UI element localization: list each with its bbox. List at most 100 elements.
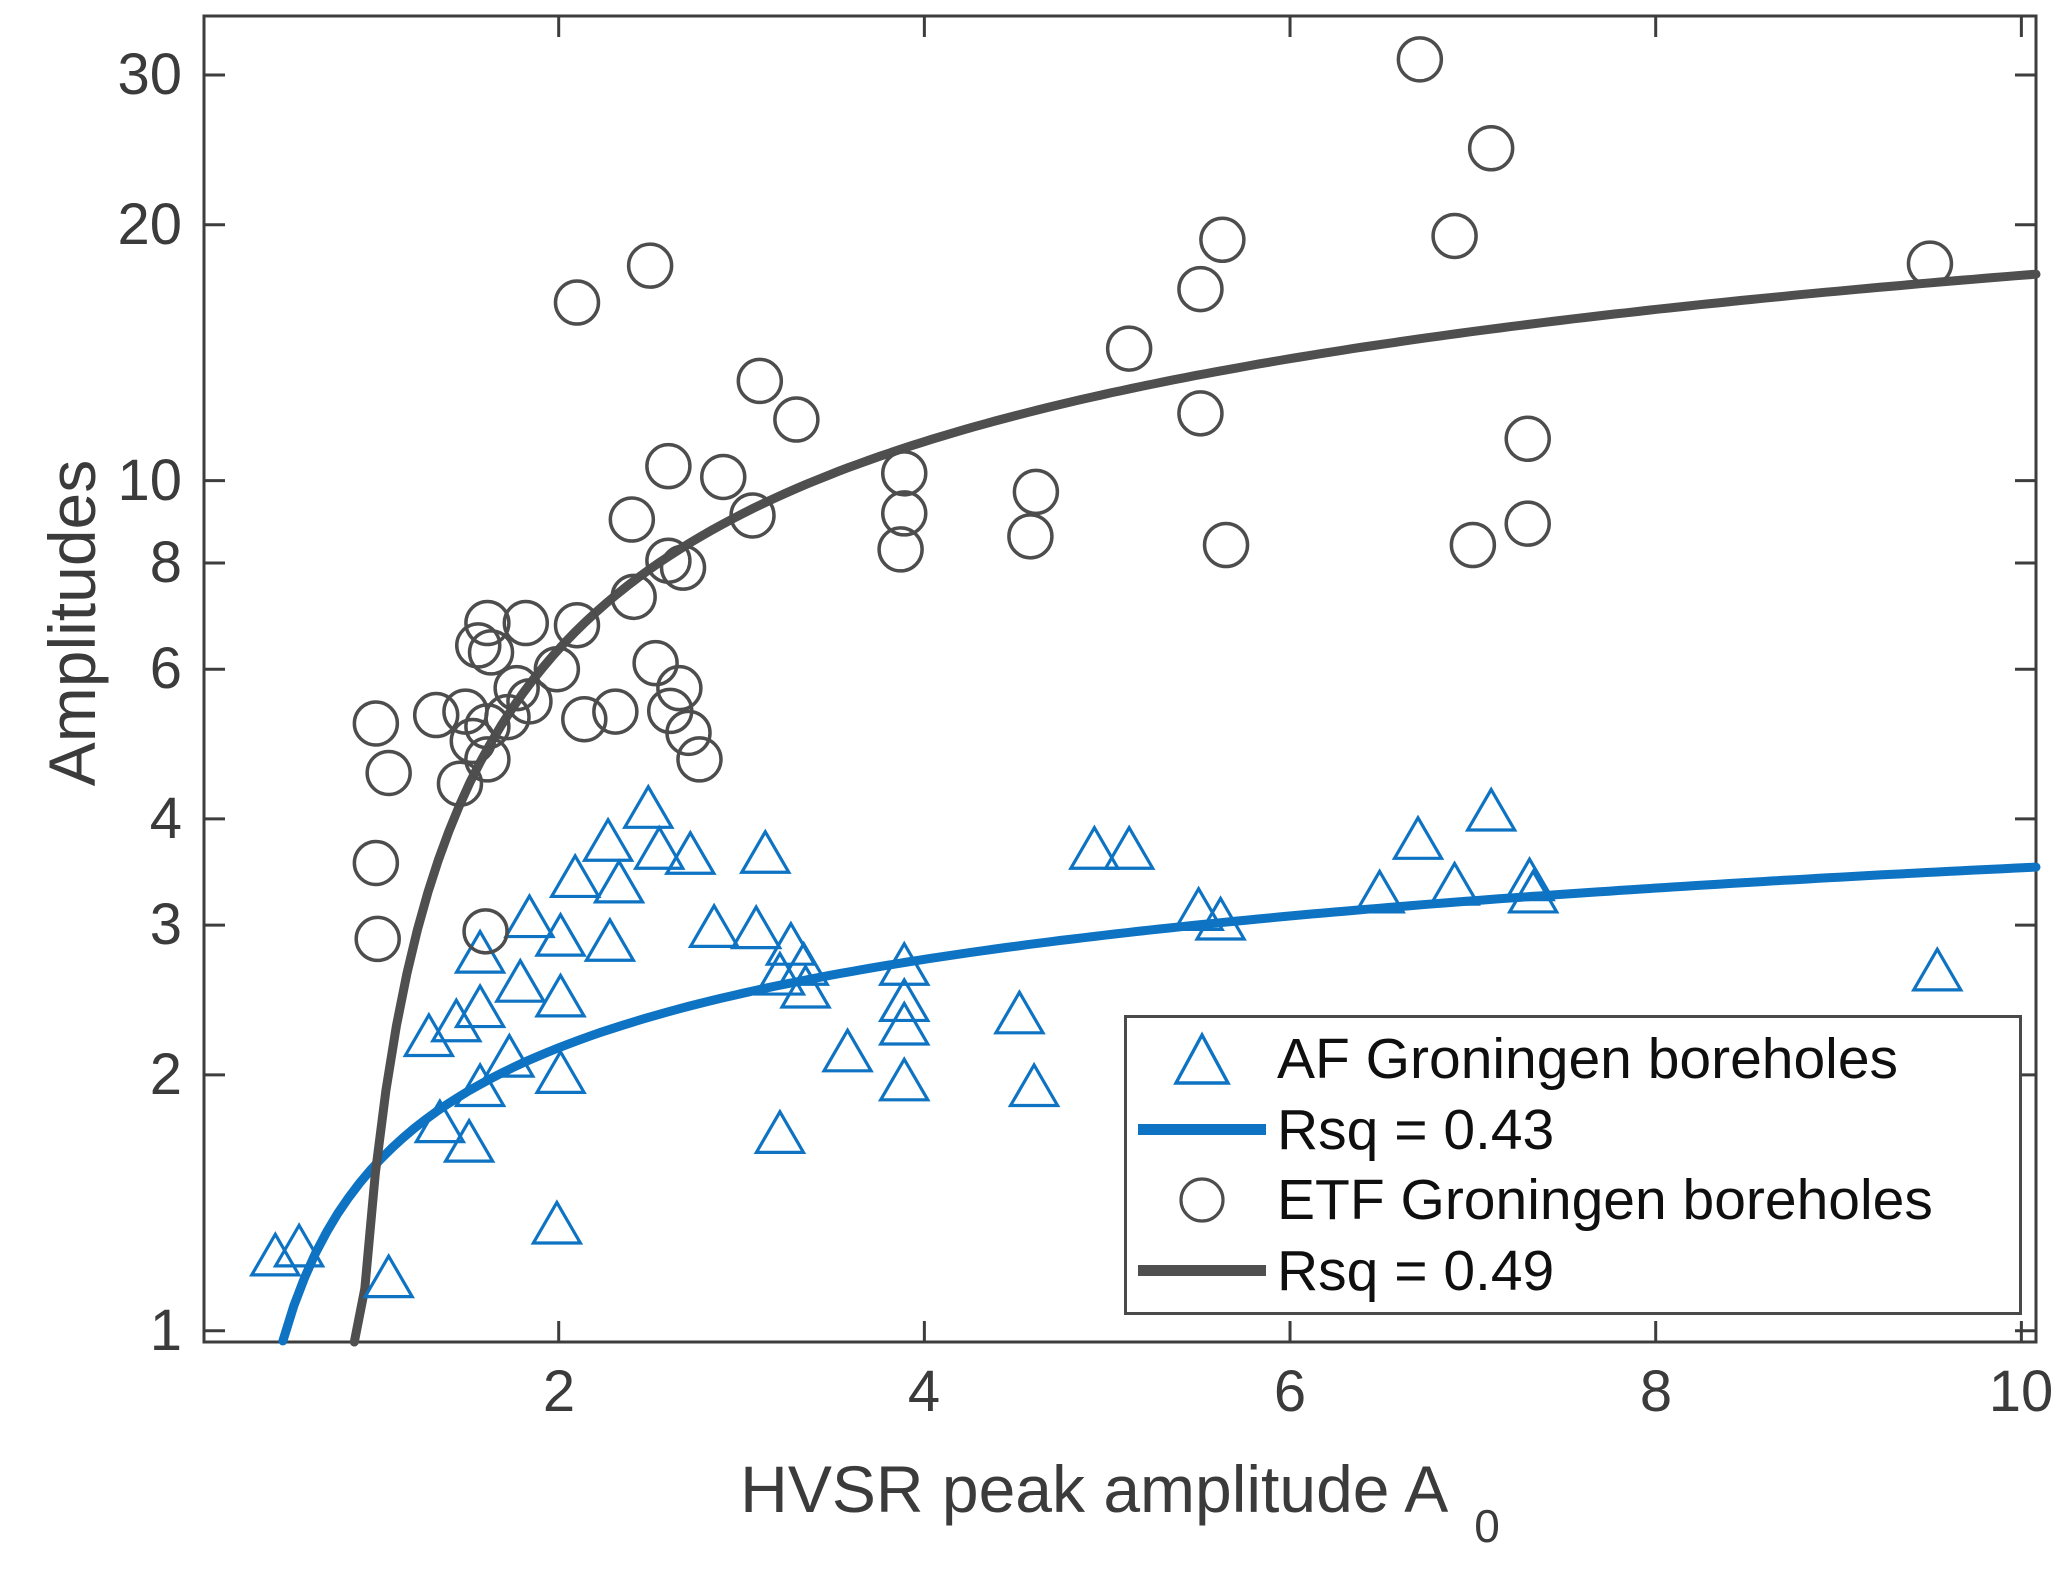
scatter-point-etf — [592, 688, 639, 735]
legend-item-af-fit: Rsq = 0.43 — [1127, 1095, 2019, 1165]
scatter-point-etf — [881, 450, 928, 497]
scatter-point-af — [503, 892, 556, 939]
scatter-point-etf — [659, 544, 707, 591]
gray-line-icon — [1127, 1265, 1277, 1277]
scatter-point-af — [877, 1056, 931, 1102]
y-tick-label: 10 — [117, 448, 182, 513]
scatter-point-etf — [412, 691, 460, 739]
x-tick-label: 2 — [542, 1359, 576, 1424]
scatter-point-af — [1391, 814, 1445, 860]
y-tick-label: 1 — [149, 1298, 182, 1363]
scatter-point-af — [583, 916, 637, 962]
scatter-point-af — [453, 982, 507, 1029]
scatter-point-af — [413, 1097, 467, 1144]
scatter-point-af — [1503, 856, 1556, 902]
y-tick-label: 8 — [149, 530, 182, 595]
x-tick-label: 10 — [1988, 1359, 2054, 1424]
scatter-point-etf — [1467, 125, 1515, 172]
x-axis-title-text: HVSR peak amplitude A — [740, 1452, 1449, 1526]
x-tick-label: 4 — [907, 1359, 941, 1424]
scatter-point-etf — [502, 599, 550, 647]
scatter-point-etf — [656, 664, 703, 712]
y-tick-label: 6 — [149, 636, 182, 701]
scatter-point-etf — [1396, 36, 1444, 83]
scatter-point-etf — [729, 492, 776, 539]
scatter-point-etf — [553, 279, 601, 326]
scatter-point-etf — [462, 908, 509, 955]
scatter-point-etf — [676, 736, 723, 783]
scatter-point-etf — [1007, 513, 1054, 560]
scatter-point-etf — [699, 453, 747, 501]
scatter-point-af — [1506, 868, 1560, 914]
scatter-point-etf — [626, 242, 674, 289]
scatter-point-af — [592, 858, 646, 904]
scatter-point-etf — [1504, 415, 1551, 463]
scatter-point-af — [1172, 885, 1225, 931]
scatter-point-etf — [1199, 216, 1246, 264]
scatter-point-af — [779, 963, 832, 1009]
scatter-point-af — [632, 824, 686, 870]
scatter-point-af — [1007, 1061, 1061, 1108]
scatter-point-etf — [533, 645, 581, 693]
triangle-marker-icon — [1127, 1030, 1277, 1088]
scatter-point-etf — [665, 709, 712, 757]
legend: AF Groningen boreholes Rsq = 0.43 ETF Gr… — [1124, 1015, 2022, 1315]
fit-curve-etf — [349, 269, 2041, 1347]
scatter-point-etf — [464, 736, 511, 783]
scatter-point-af — [534, 972, 587, 1018]
scatter-point-etf — [877, 526, 924, 573]
plot-border — [202, 14, 2038, 1344]
scatter-point-etf — [365, 749, 412, 797]
scatter-point-etf — [553, 601, 601, 649]
scatter-point-etf — [1012, 468, 1060, 516]
scatter-point-af — [664, 829, 717, 875]
scatter-point-etf — [467, 629, 515, 676]
scatter-point-af — [534, 1048, 587, 1094]
scatter-point-af — [581, 816, 635, 862]
scatter-point-etf — [881, 490, 928, 537]
scatter-point-af — [753, 950, 807, 996]
scatter-point-af — [1428, 860, 1481, 906]
y-tick-label: 3 — [149, 892, 182, 957]
legend-label-rsq-af: Rsq = 0.43 — [1277, 1097, 1555, 1162]
scatter-point-af — [402, 1011, 456, 1058]
scatter-point-etf — [1177, 390, 1224, 437]
scatter-point-etf — [352, 700, 400, 747]
scatter-point-etf — [1906, 240, 1954, 287]
scatter-point-af — [494, 957, 547, 1003]
x-axis-title: HVSR peak amplitude A 0 — [204, 1452, 2036, 1563]
scatter-point-af — [442, 1117, 496, 1163]
scatter-point-etf — [352, 839, 400, 887]
scatter-point-etf — [1202, 521, 1250, 569]
scatter-point-etf — [736, 357, 784, 405]
scatter-point-af — [687, 902, 741, 948]
scatter-point-etf — [610, 573, 657, 621]
scatter-point-af — [993, 989, 1046, 1035]
y-tick-label: 4 — [149, 786, 182, 851]
scatter-point-af — [548, 852, 602, 899]
scatter-point-af — [764, 920, 818, 966]
scatter-point-af — [272, 1222, 326, 1268]
scatter-point-etf — [1177, 265, 1224, 313]
scatter-point-etf — [493, 664, 540, 712]
scatter-point-af — [362, 1252, 415, 1299]
scatter-point-af — [622, 783, 675, 829]
legend-item-af-markers: AF Groningen boreholes — [1127, 1024, 2019, 1094]
legend-item-etf-markers: ETF Groningen boreholes — [1127, 1165, 2019, 1235]
scatter-point-etf — [1504, 500, 1551, 547]
scatter-point-etf — [561, 695, 608, 743]
scatter-point-etf — [1105, 325, 1153, 372]
scatter-point-af — [453, 1061, 507, 1108]
legend-label-af: AF Groningen boreholes — [1277, 1027, 1899, 1092]
scatter-point-af — [1464, 786, 1518, 832]
scatter-point-etf — [1449, 521, 1497, 569]
scatter-point-etf — [436, 760, 484, 807]
legend-label-rsq-etf: Rsq = 0.49 — [1277, 1238, 1555, 1303]
scatter-point-etf — [464, 703, 511, 750]
scatter-point-etf — [632, 639, 679, 687]
scatter-point-af — [739, 828, 792, 874]
scatter-point-af — [1353, 868, 1406, 914]
x-tick-label: 8 — [1639, 1359, 1673, 1424]
legend-item-etf-fit: Rsq = 0.49 — [1127, 1236, 2019, 1306]
